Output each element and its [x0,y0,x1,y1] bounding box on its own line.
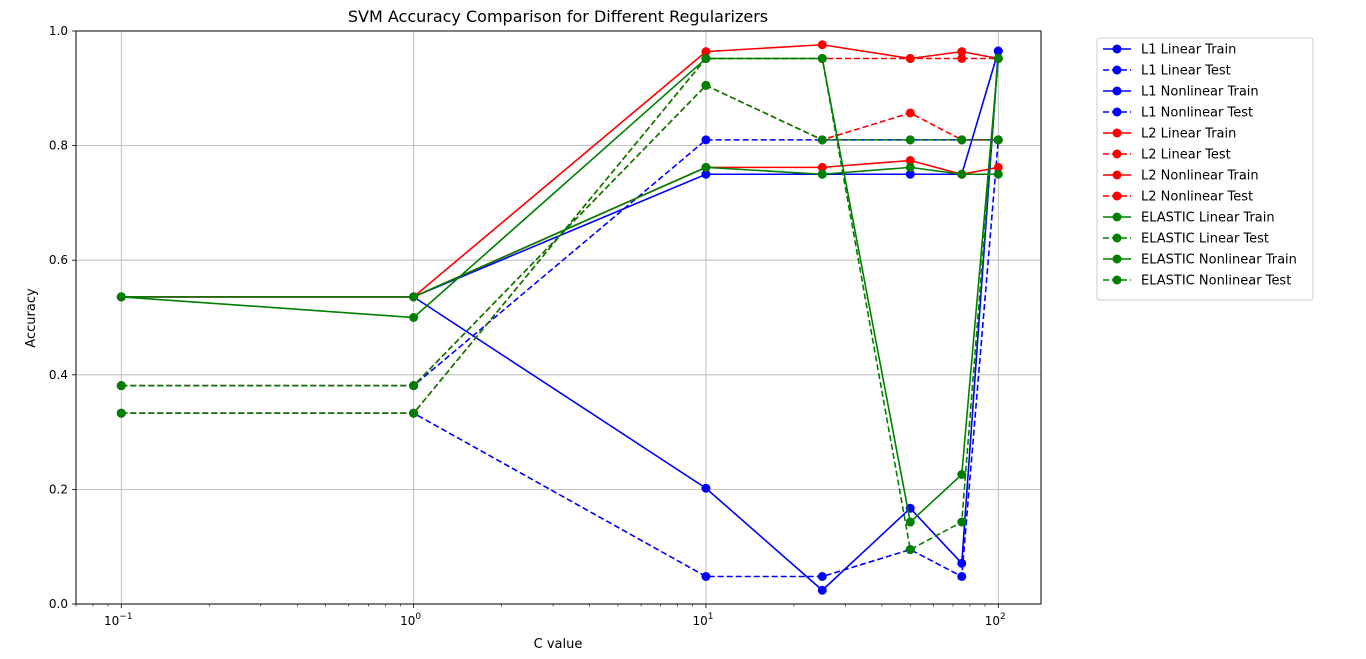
data-point [701,571,711,581]
chart-title: SVM Accuracy Comparison for Different Re… [348,7,768,26]
legend-marker [1112,86,1122,96]
data-point [905,545,915,555]
legend-marker [1112,107,1122,117]
series-line [121,159,999,298]
data-point [957,54,967,64]
plot-area-frame [75,30,1042,605]
data-point [817,585,827,595]
legend-box [1096,37,1314,301]
legend-marker [1112,233,1122,243]
legend-marker [1112,170,1122,180]
data-point [116,408,126,418]
legend-marker [1112,65,1122,75]
data-point [701,483,711,493]
x-tick-label: 10−1 [104,612,133,628]
data-point [409,381,419,391]
y-tick-label: 0.6 [49,253,68,267]
legend-marker [1112,212,1122,222]
y-tick-label: 1.0 [49,24,68,38]
data-point [817,162,827,172]
legend-label: L2 Nonlinear Test [1141,190,1253,205]
data-point [957,135,967,145]
data-point [409,408,419,418]
data-point [993,135,1003,145]
data-point [905,54,915,64]
y-tick-label: 0.0 [49,597,68,611]
legend-marker [1112,44,1122,54]
grid-layer [76,30,1041,605]
series-line [121,166,999,298]
data-point [701,47,711,57]
x-tick-label: 102 [985,612,1006,628]
y-tick-label: 0.2 [49,482,68,496]
data-point [817,54,827,64]
data-point [957,470,967,480]
legend-label: L1 Linear Test [1141,64,1231,79]
y-tick-label: 0.8 [49,139,68,153]
data-point [905,155,915,165]
legend-label: ELASTIC Linear Test [1141,232,1269,247]
data-point [905,135,915,145]
legend-marker [1112,254,1122,264]
series-layer [116,40,1003,595]
legend-label: L1 Nonlinear Train [1141,85,1259,100]
data-point [817,169,827,179]
series-line [121,57,1000,551]
data-point [817,135,827,145]
data-point [409,313,419,322]
series-line [121,139,1000,578]
y-axis-label: Accuracy [24,288,39,348]
data-point [116,292,126,302]
legend-label: L2 Linear Test [1141,148,1231,163]
data-point [993,169,1003,179]
legend-label: ELASTIC Nonlinear Train [1141,253,1297,268]
data-point [993,54,1003,64]
data-point [957,47,967,57]
data-point [817,40,827,50]
legend-label: L2 Nonlinear Train [1141,169,1259,184]
data-point [116,381,126,391]
data-point [817,571,827,581]
data-point [905,108,915,118]
data-point [957,169,967,179]
legend-label: L2 Linear Train [1141,127,1236,142]
legend-marker [1112,149,1122,159]
x-tick-label: 101 [692,612,713,628]
data-point [409,292,419,302]
tick-layer: 0.0 0.2 0.4 0.6 0.8 1.0 10−1 100 101 102 [49,24,1006,628]
data-point [993,162,1003,172]
legend-label: ELASTIC Nonlinear Test [1141,274,1291,289]
x-tick-label: 100 [400,612,421,628]
legend-label: ELASTIC Linear Train [1141,211,1275,226]
series-line [121,51,1000,592]
data-point [993,46,1003,56]
data-point [701,54,711,64]
data-point [957,571,967,581]
data-point [957,558,967,568]
data-point [905,169,915,179]
data-point [905,162,915,172]
legend: L1 Linear Train L1 Linear Test L1 Nonlinea… [1096,37,1314,301]
data-point [701,169,711,179]
legend-marker [1112,128,1122,138]
legend-marker [1112,275,1122,285]
data-point [701,135,711,145]
legend-label: L1 Nonlinear Test [1141,106,1253,121]
data-point [701,162,711,172]
legend-marker [1112,191,1122,201]
data-point [905,517,915,527]
data-point [701,80,711,90]
legend-label: L1 Linear Train [1141,43,1236,58]
series-line [121,139,999,387]
series-line [121,57,1000,524]
data-point [957,517,967,527]
y-tick-label: 0.4 [49,368,68,382]
x-axis-label: C value [534,637,583,652]
